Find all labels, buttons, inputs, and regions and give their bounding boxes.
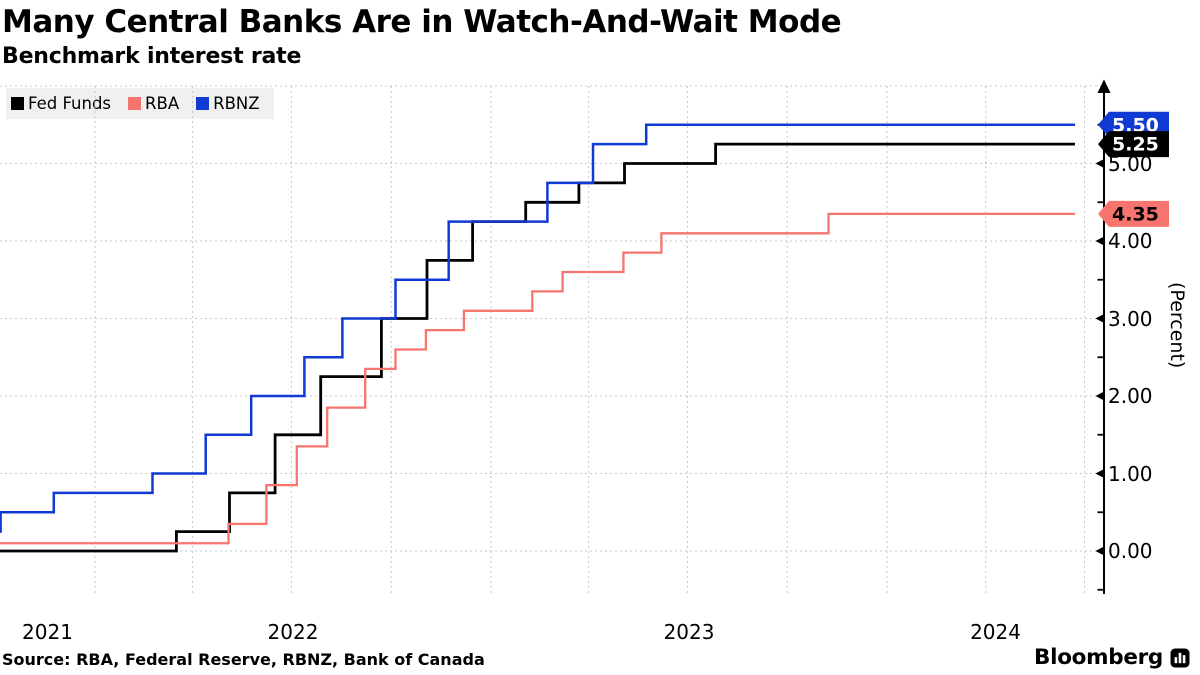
value-tag-rba xyxy=(1098,200,1169,227)
source-note: Source: RBA, Federal Reserve, RBNZ, Bank… xyxy=(2,650,485,669)
y-tick-label: 4.00 xyxy=(1108,229,1153,253)
legend-item-fed-funds: Fed Funds xyxy=(11,94,111,113)
x-year-label: 2024 xyxy=(970,620,1021,644)
y-axis-arrow-icon xyxy=(1097,79,1111,93)
legend-label-fed-funds: Fed Funds xyxy=(28,94,112,113)
legend-label-rba: RBA xyxy=(145,94,180,113)
chart-subtitle: Benchmark interest rate xyxy=(2,44,302,69)
value-tag-label-rba: 4.35 xyxy=(1112,203,1159,225)
value-tag-rbnz xyxy=(1098,111,1169,138)
legend: Fed Funds RBA RBNZ xyxy=(6,88,274,119)
bloomberg-wordmark: Bloomberg xyxy=(1034,645,1163,670)
y-major-tick xyxy=(1095,391,1104,401)
y-tick-label: 5.00 xyxy=(1108,151,1153,176)
chart-title: Many Central Banks Are in Watch-And-Wait… xyxy=(2,4,842,40)
legend-swatch-rba xyxy=(128,97,142,110)
y-axis-title: (Percent) xyxy=(1166,282,1188,369)
bloomberg-chart-icon xyxy=(1170,648,1190,667)
y-tick-label: 1.00 xyxy=(1108,461,1153,486)
y-major-tick xyxy=(1095,236,1104,246)
y-major-tick xyxy=(1095,314,1104,323)
x-year-label: 2022 xyxy=(267,620,319,644)
bloomberg-logo: Bloomberg xyxy=(1034,645,1190,670)
legend-label-rbnz: RBNZ xyxy=(213,94,260,113)
y-tick-label: 3.00 xyxy=(1108,306,1153,331)
legend-item-rba: RBA xyxy=(128,94,179,113)
legend-item-rbnz: RBNZ xyxy=(196,94,260,113)
x-year-label: 2021 xyxy=(22,620,73,644)
y-major-tick xyxy=(1095,469,1104,478)
series-line-rba xyxy=(0,212,1075,545)
series-line-rbnz xyxy=(0,123,1075,533)
legend-swatch-fed-funds xyxy=(11,97,24,110)
legend-swatch-rbnz xyxy=(196,97,210,110)
y-tick-label: 2.00 xyxy=(1108,384,1153,408)
y-major-tick xyxy=(1095,159,1104,168)
series-line-fed-funds xyxy=(0,142,1075,553)
y-tick-label: 0.00 xyxy=(1108,539,1153,563)
y-major-tick xyxy=(1095,546,1104,556)
x-year-label: 2023 xyxy=(663,620,715,644)
value-tag-label-rbnz: 5.50 xyxy=(1112,114,1159,136)
